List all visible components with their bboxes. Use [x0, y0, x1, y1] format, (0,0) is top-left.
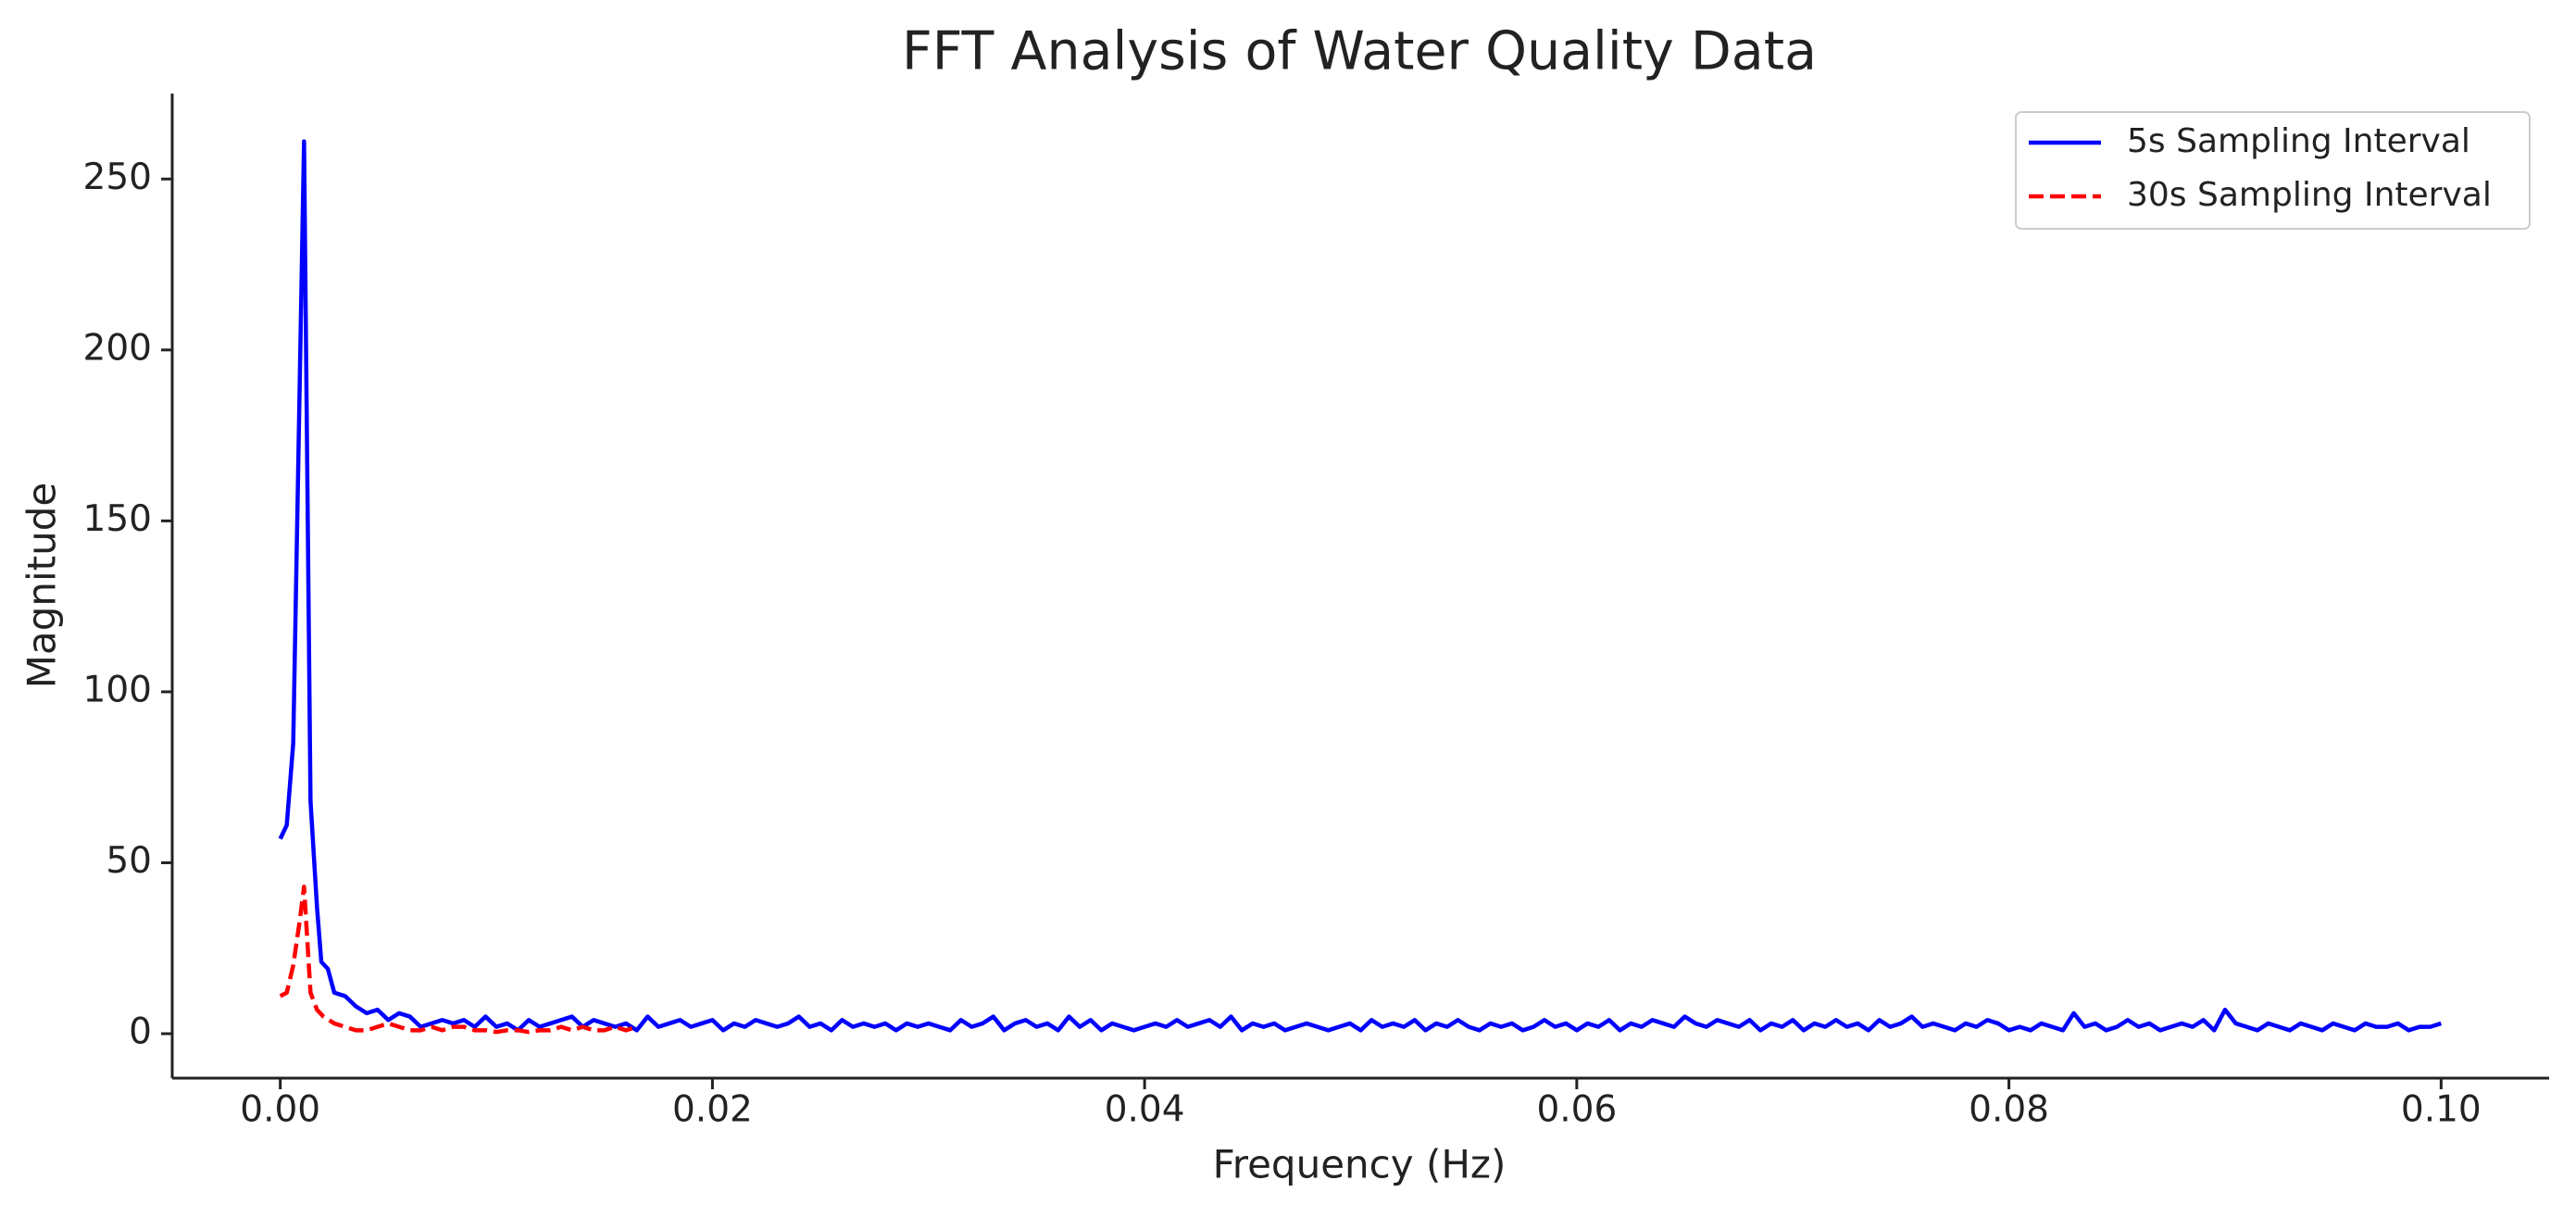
x-tick-label: 0.08 — [1969, 1089, 2049, 1131]
legend-box — [2015, 111, 2531, 230]
series-line — [279, 885, 638, 1035]
x-tick-label: 0.10 — [2401, 1089, 2482, 1131]
x-axis-label: Frequency (Hz) — [1213, 1142, 1507, 1187]
y-tick-label: 250 — [83, 157, 152, 198]
y-tick-label: 150 — [83, 498, 152, 540]
x-tick-label: 0.00 — [240, 1089, 320, 1131]
y-tick-label: 50 — [106, 840, 152, 882]
legend-label: 5s Sampling Interval — [2127, 122, 2470, 160]
y-tick-label: 0 — [129, 1011, 152, 1053]
legend-label: 30s Sampling Interval — [2127, 176, 2492, 214]
y-tick-label: 200 — [83, 327, 152, 369]
y-tick-label: 100 — [83, 669, 152, 710]
y-axis-label: Magnitude — [19, 483, 65, 689]
chart-title: FFT Analysis of Water Quality Data — [902, 21, 1817, 82]
series-line — [278, 139, 2443, 1033]
x-tick-label: 0.06 — [1536, 1089, 1617, 1131]
x-tick-label: 0.04 — [1105, 1089, 1185, 1131]
x-tick-label: 0.02 — [672, 1089, 753, 1131]
